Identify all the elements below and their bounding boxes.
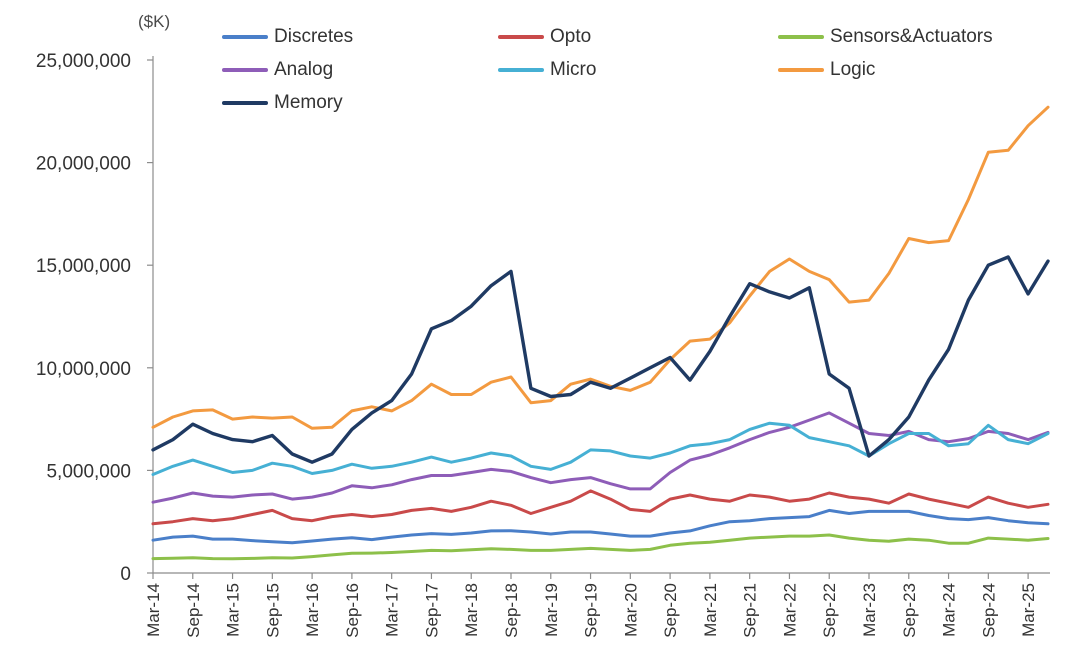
x-tick-label: Mar-23 xyxy=(860,583,879,637)
y-tick-label: 5,000,000 xyxy=(46,461,131,482)
legend: Discretes Opto Sensors&Actuators Analog Micr… xyxy=(222,26,1042,126)
y-axis: 0 5,000,000 10,000,000 15,000,000 20,000,000… xyxy=(36,51,154,585)
legend-item-analog: Analog xyxy=(222,59,333,81)
x-tick-label: Mar-18 xyxy=(462,583,481,637)
legend-swatch xyxy=(498,68,544,72)
legend-swatch xyxy=(778,68,824,72)
y-tick-label: 20,000,000 xyxy=(36,154,131,175)
legend-label: Discretes xyxy=(274,26,354,47)
legend-label: Logic xyxy=(830,59,876,80)
legend-label: Micro xyxy=(550,59,597,80)
legend-swatch xyxy=(222,68,268,72)
y-tick-label: 25,000,000 xyxy=(36,51,131,72)
x-tick-label: Sep-20 xyxy=(661,583,680,638)
legend-item-logic: Logic xyxy=(778,59,875,81)
y-tick-label: 0 xyxy=(120,564,131,585)
legend-item-micro: Micro xyxy=(498,59,596,81)
x-tick-label: Mar-25 xyxy=(1019,583,1038,637)
x-tick-label: Sep-15 xyxy=(263,583,282,638)
x-tick-label: Mar-15 xyxy=(224,583,243,637)
series-line-opto xyxy=(151,489,1050,526)
legend-swatch xyxy=(778,35,824,39)
x-tick-label: Sep-16 xyxy=(343,583,362,638)
series-line-analog xyxy=(151,411,1050,504)
series-line-logic xyxy=(151,105,1050,430)
y-tick-label: 15,000,000 xyxy=(36,256,131,277)
legend-label: Memory xyxy=(274,92,343,113)
x-axis: Mar-14 Sep-14 Mar-15 Sep-15 Mar-16 Sep-16 Mar-… xyxy=(144,572,1050,638)
series-lines xyxy=(151,105,1050,561)
x-tick-label: Mar-16 xyxy=(303,583,322,637)
x-tick-label: Sep-21 xyxy=(741,583,760,638)
x-tick-label: Mar-19 xyxy=(542,583,561,637)
legend-item-discretes: Discretes xyxy=(222,26,353,48)
x-tick-label: Sep-19 xyxy=(582,583,601,638)
y-unit-label: ($K) xyxy=(138,12,171,31)
x-tick-label: Mar-21 xyxy=(701,583,720,637)
legend-swatch xyxy=(222,101,268,105)
legend-item-opto: Opto xyxy=(498,26,591,48)
y-tick-label: 10,000,000 xyxy=(36,359,131,380)
legend-swatch xyxy=(222,35,268,39)
legend-swatch xyxy=(498,35,544,39)
legend-label: Sensors&Actuators xyxy=(830,26,993,47)
x-tick-label: Mar-24 xyxy=(940,583,959,637)
x-tick-label: Sep-23 xyxy=(900,583,919,638)
legend-label: Analog xyxy=(274,59,334,80)
x-tick-label: Sep-17 xyxy=(422,583,441,638)
series-line-micro xyxy=(151,421,1050,476)
legend-label: Opto xyxy=(550,26,592,47)
series-line-sensors-actuators xyxy=(151,533,1050,561)
x-tick-label: Sep-22 xyxy=(820,583,839,638)
x-tick-label: Sep-14 xyxy=(184,583,203,638)
x-tick-label: Sep-24 xyxy=(979,583,998,638)
series-line-memory xyxy=(151,255,1050,464)
x-tick-label: Mar-17 xyxy=(383,583,402,637)
legend-item-memory: Memory xyxy=(222,92,343,114)
x-tick-label: Mar-20 xyxy=(621,583,640,637)
x-tick-label: Mar-22 xyxy=(780,583,799,637)
x-tick-label: Mar-14 xyxy=(144,583,163,637)
legend-item-sensors-actuators: Sensors&Actuators xyxy=(778,26,993,48)
series-line-discretes xyxy=(151,508,1050,545)
x-tick-label: Sep-18 xyxy=(502,583,521,638)
